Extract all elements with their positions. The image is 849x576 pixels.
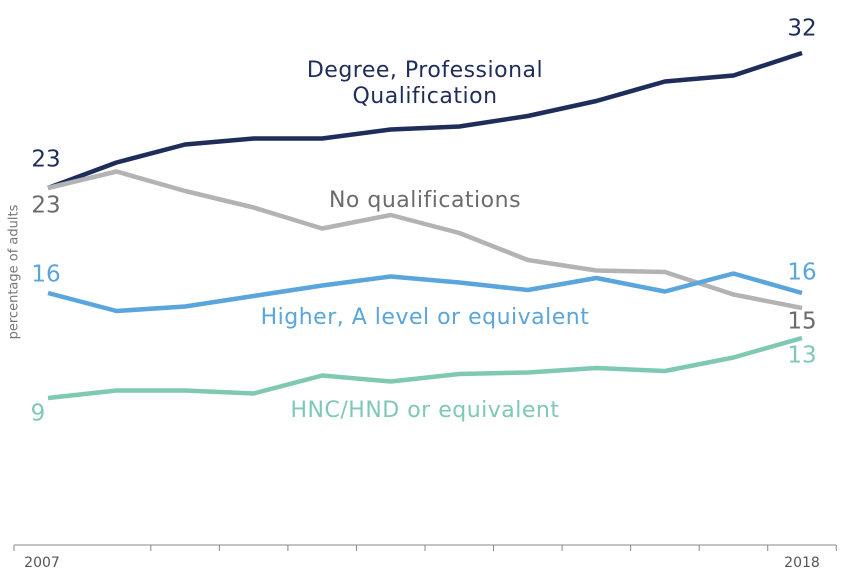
y-axis-label: percentage of adults: [7, 204, 22, 339]
x-tick-label: 2007: [24, 555, 60, 571]
series-label: HNC/HND or equivalent: [290, 398, 560, 423]
series-line: [47, 271, 803, 314]
data-label: 32: [787, 16, 816, 42]
series-line: [47, 335, 803, 401]
data-label: 9: [31, 401, 46, 427]
data-label: 16: [787, 260, 816, 286]
x-tick-label: 2018: [784, 555, 820, 571]
data-label: 13: [787, 343, 816, 369]
series-label: Higher, A level or equivalent: [260, 305, 590, 330]
data-label: 16: [31, 262, 60, 288]
data-label: 15: [787, 309, 816, 335]
series-line: [47, 50, 803, 191]
data-label: 23: [31, 147, 60, 173]
series-label: No qualifications: [328, 188, 522, 213]
data-label: 23: [31, 193, 60, 219]
series-line: [47, 169, 803, 311]
series-label: Degree, Professional Qualification: [306, 58, 544, 109]
